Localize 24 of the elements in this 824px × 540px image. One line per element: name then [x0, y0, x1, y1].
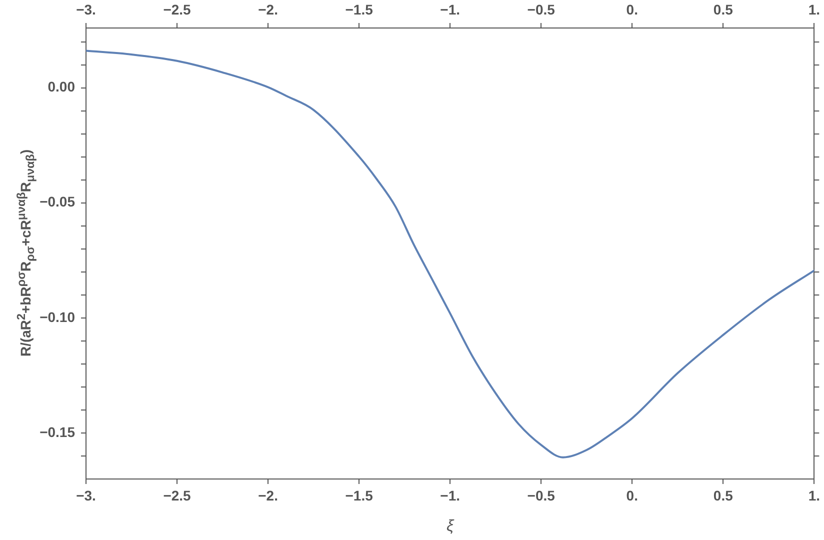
line-series	[86, 50, 814, 458]
x2-tick-label: −1.5	[345, 1, 374, 18]
y-tick-label: −0.05	[40, 194, 76, 210]
x2-tick-label: 1.	[808, 1, 820, 18]
x2-tick-label: 0.5	[713, 1, 734, 18]
x-tick-label: −3.	[76, 487, 96, 504]
x-tick-label: 0.5	[713, 487, 734, 504]
y-tick-label: −0.10	[40, 308, 76, 325]
x2-tick-label: −1.	[440, 1, 460, 18]
x-tick-label: −1.	[440, 487, 460, 504]
x-tick-label: 1.	[808, 487, 820, 504]
x-tick-label: 0.	[626, 487, 638, 504]
x2-tick-label: −3.	[76, 1, 96, 18]
x-tick-label: −0.5	[527, 487, 556, 504]
x-tick-label: −2.5	[163, 487, 192, 504]
x-tick-label: −1.5	[345, 487, 374, 504]
x2-tick-label: 0.	[626, 1, 638, 18]
y-tick-label: 0.00	[48, 78, 76, 95]
x-tick-label: −2.	[258, 487, 278, 504]
x2-tick-label: −2.	[258, 1, 278, 18]
x-axis-title: ξ	[446, 518, 455, 535]
y-tick-label: −0.15	[40, 424, 76, 440]
x2-tick-label: −0.5	[527, 1, 556, 18]
x2-tick-label: −2.5	[163, 1, 192, 18]
